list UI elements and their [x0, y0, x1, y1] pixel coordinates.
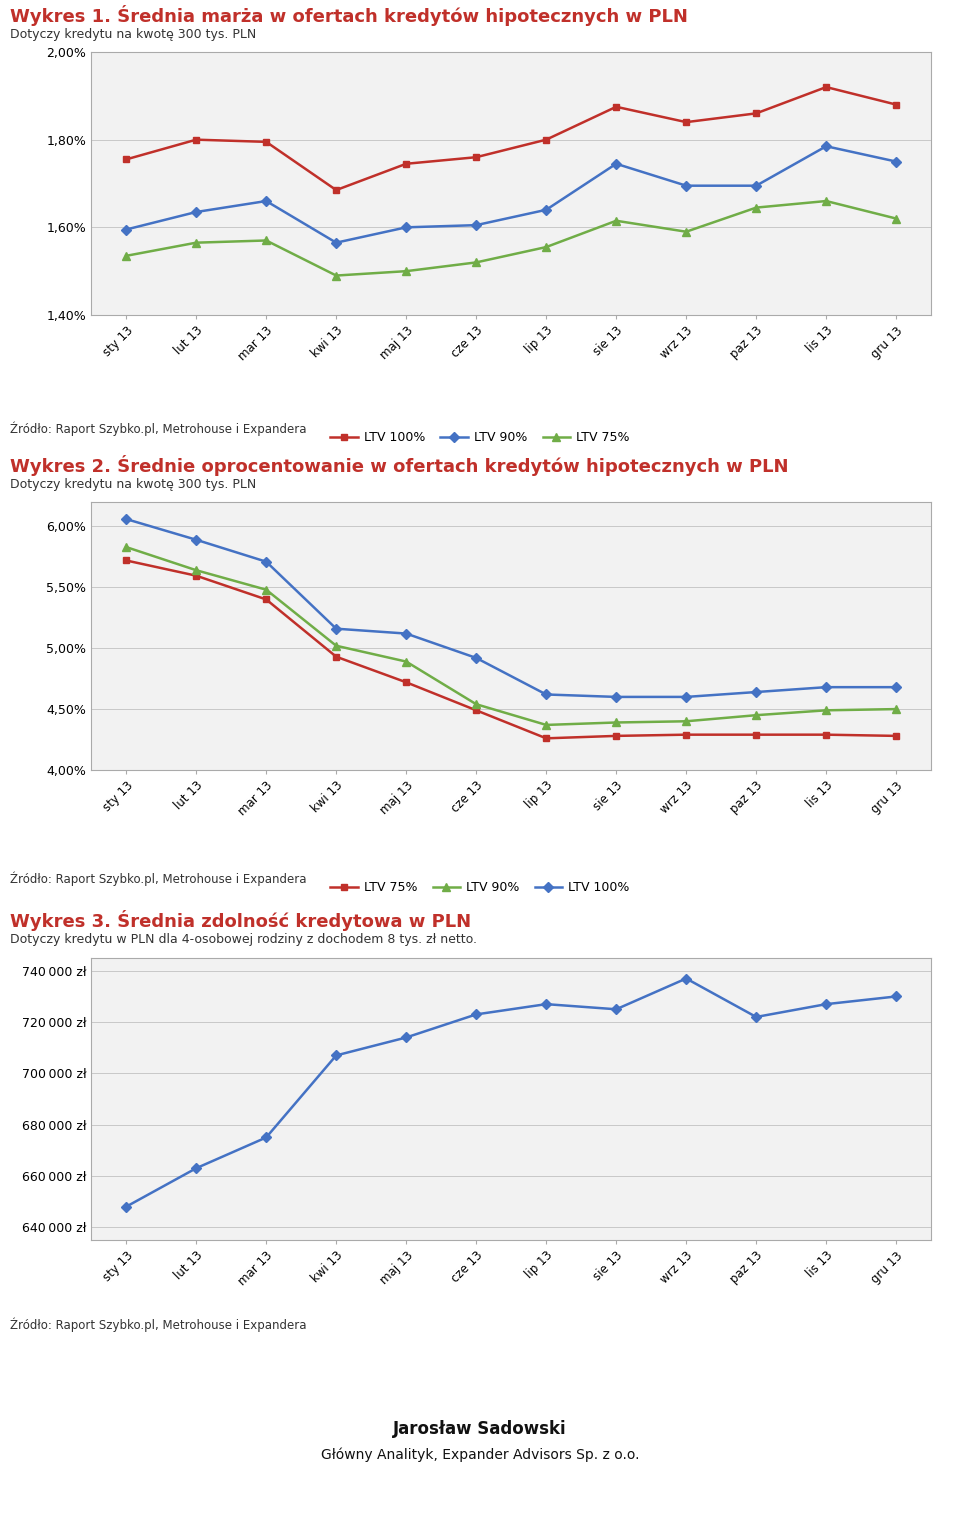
LTV 100% — [470, 649, 482, 668]
LTV 75% — [681, 725, 692, 743]
LTV 100% — [540, 131, 552, 149]
LTV 75% — [821, 725, 832, 743]
LTV 100% — [330, 620, 342, 639]
LTV 90% — [190, 562, 202, 580]
LTV 90% — [611, 713, 622, 731]
LTV 75% — [751, 199, 762, 217]
LTV 90% — [751, 177, 762, 195]
LTV 100% — [751, 105, 762, 123]
LTV 90% — [330, 637, 342, 656]
LTV 100% — [681, 112, 692, 131]
Text: Dotyczy kredytu na kwotę 300 tys. PLN: Dotyczy kredytu na kwotę 300 tys. PLN — [10, 479, 256, 491]
LTV 100% — [751, 683, 762, 702]
LTV 90% — [681, 713, 692, 731]
LTV 100% — [611, 688, 622, 706]
LTV 90% — [751, 706, 762, 725]
LTV 100% — [891, 679, 902, 697]
LTV 90% — [540, 200, 552, 219]
LTV 100% — [190, 131, 202, 149]
LTV 90% — [681, 177, 692, 195]
LTV 75% — [190, 566, 202, 585]
LTV 90% — [821, 702, 832, 720]
LTV 90% — [611, 154, 622, 172]
LTV 75% — [891, 209, 902, 228]
LTV 75% — [611, 726, 622, 745]
Legend: LTV 75%, LTV 90%, LTV 100%: LTV 75%, LTV 90%, LTV 100% — [325, 876, 635, 899]
Text: Wykres 2. Średnie oprocentowanie w ofertach kredytów hipotecznych w PLN: Wykres 2. Średnie oprocentowanie w ofert… — [10, 456, 788, 476]
LTV 100% — [470, 148, 482, 166]
LTV 90% — [400, 219, 412, 237]
LTV 75% — [260, 231, 272, 249]
Text: Źródło: Raport Szybko.pl, Metrohouse i Expandera: Źródło: Raport Szybko.pl, Metrohouse i E… — [10, 1317, 306, 1333]
LTV 100% — [891, 95, 902, 114]
LTV 100% — [400, 154, 412, 172]
LTV 100% — [260, 132, 272, 151]
LTV 90% — [470, 215, 482, 234]
LTV 75% — [330, 648, 342, 666]
LTV 75% — [540, 729, 552, 748]
Line: LTV 100%: LTV 100% — [123, 516, 900, 700]
LTV 90% — [891, 700, 902, 719]
LTV 100% — [120, 509, 132, 528]
LTV 90% — [120, 537, 132, 556]
LTV 100% — [190, 531, 202, 549]
Text: Dotyczy kredytu na kwotę 300 tys. PLN: Dotyczy kredytu na kwotę 300 tys. PLN — [10, 28, 256, 42]
LTV 90% — [821, 137, 832, 155]
LTV 75% — [120, 551, 132, 569]
LTV 90% — [190, 203, 202, 222]
LTV 90% — [260, 580, 272, 599]
Text: Źródło: Raport Szybko.pl, Metrohouse i Expandera: Źródło: Raport Szybko.pl, Metrohouse i E… — [10, 873, 306, 886]
LTV 100% — [611, 97, 622, 115]
LTV 75% — [400, 262, 412, 280]
LTV 75% — [470, 702, 482, 720]
Text: Źródło: Raport Szybko.pl, Metrohouse i Expandera: Źródło: Raport Szybko.pl, Metrohouse i E… — [10, 422, 306, 437]
LTV 100% — [400, 625, 412, 643]
LTV 100% — [681, 688, 692, 706]
LTV 100% — [120, 151, 132, 169]
LTV 100% — [821, 78, 832, 97]
LTV 75% — [120, 246, 132, 265]
Line: LTV 75%: LTV 75% — [123, 557, 900, 742]
LTV 100% — [540, 685, 552, 703]
LTV 75% — [821, 192, 832, 211]
Line: LTV 100%: LTV 100% — [123, 83, 900, 194]
LTV 100% — [821, 679, 832, 697]
LTV 75% — [681, 223, 692, 242]
LTV 75% — [891, 726, 902, 745]
LTV 75% — [611, 211, 622, 229]
Text: Wykres 1. Średnia marża w ofertach kredytów hipotecznych w PLN: Wykres 1. Średnia marża w ofertach kredy… — [10, 5, 687, 26]
LTV 100% — [330, 182, 342, 200]
LTV 75% — [260, 591, 272, 609]
LTV 75% — [540, 239, 552, 257]
LTV 75% — [751, 725, 762, 743]
Text: Główny Analityk, Expander Advisors Sp. z o.o.: Główny Analityk, Expander Advisors Sp. z… — [321, 1448, 639, 1462]
Text: Wykres 3. Średnia zdolność kredytowa w PLN: Wykres 3. Średnia zdolność kredytowa w P… — [10, 910, 470, 931]
Text: Jarosław Sadowski: Jarosław Sadowski — [394, 1420, 566, 1437]
LTV 90% — [120, 220, 132, 239]
LTV 75% — [400, 673, 412, 691]
LTV 90% — [400, 653, 412, 671]
Legend: LTV 100%, LTV 90%, LTV 75%: LTV 100%, LTV 90%, LTV 75% — [325, 426, 635, 449]
Text: Dotyczy kredytu w PLN dla 4-osobowej rodziny z dochodem 8 tys. zł netto.: Dotyczy kredytu w PLN dla 4-osobowej rod… — [10, 933, 476, 946]
LTV 90% — [260, 192, 272, 211]
LTV 90% — [470, 696, 482, 714]
Line: LTV 90%: LTV 90% — [123, 143, 900, 246]
Line: LTV 90%: LTV 90% — [122, 543, 900, 729]
LTV 75% — [470, 254, 482, 272]
Line: LTV 75%: LTV 75% — [122, 197, 900, 280]
LTV 90% — [891, 152, 902, 171]
LTV 90% — [540, 716, 552, 734]
LTV 75% — [190, 234, 202, 252]
LTV 100% — [260, 553, 272, 571]
LTV 75% — [330, 266, 342, 285]
LTV 90% — [330, 234, 342, 252]
